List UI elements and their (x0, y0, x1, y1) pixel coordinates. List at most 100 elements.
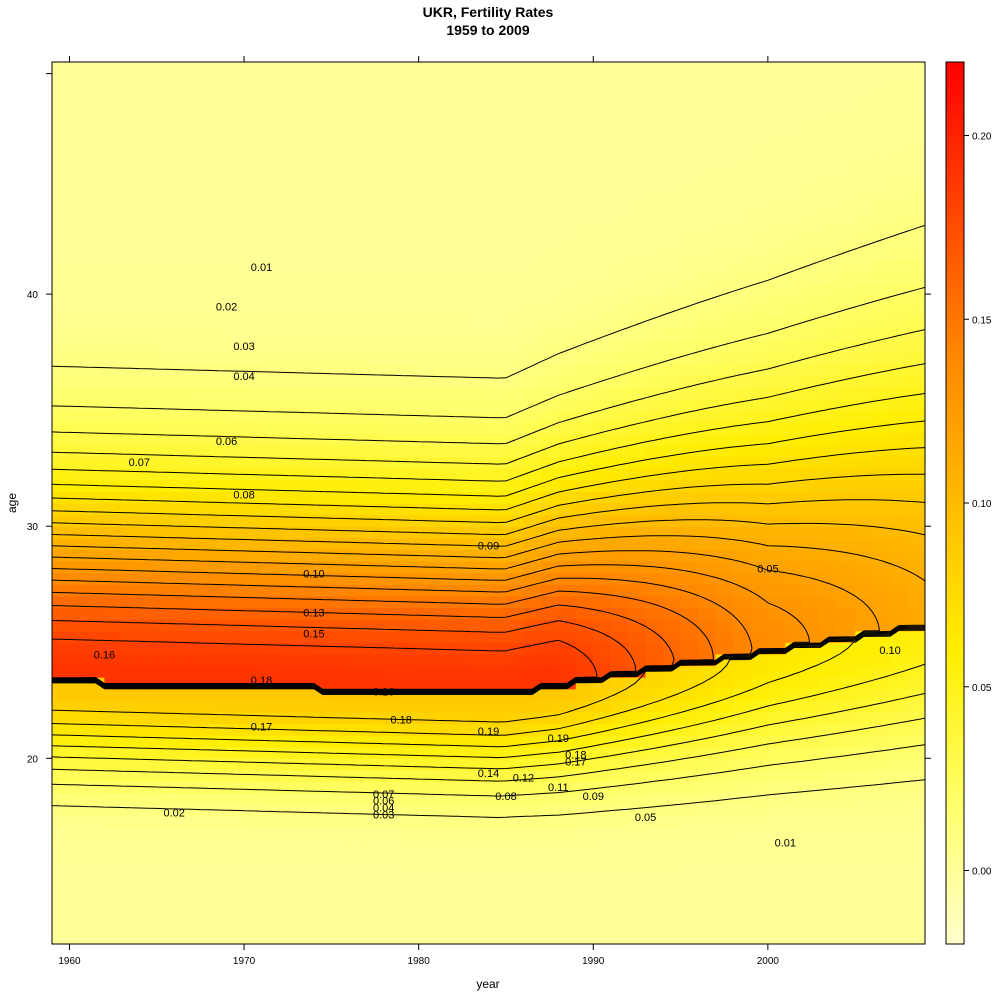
heat-cell (348, 120, 367, 133)
heat-cell (121, 920, 140, 933)
heat-cell (663, 769, 682, 783)
heat-cell (750, 758, 769, 771)
heat-cell (785, 270, 804, 284)
heat-cell (121, 421, 140, 434)
heat-cell (86, 259, 105, 272)
heat-cell (698, 932, 717, 944)
heat-cell (872, 874, 891, 887)
heat-cell (907, 456, 925, 469)
heat-cell (750, 491, 769, 504)
heat-cell (121, 154, 140, 167)
heat-cell (121, 932, 140, 944)
heat-cell (523, 851, 542, 864)
heat-cell (52, 375, 71, 388)
heat-cell (156, 537, 175, 550)
heat-cell (383, 328, 402, 342)
heat-cell (645, 572, 664, 585)
heat-cell (261, 851, 280, 864)
heat-cell (471, 665, 490, 678)
heat-cell (715, 247, 734, 260)
colorbar-tick-label: 0.15 (972, 315, 992, 326)
heat-cell (802, 375, 821, 388)
heat-cell (86, 73, 105, 86)
heat-cell (907, 131, 925, 144)
heat-cell (296, 352, 315, 365)
heat-cell (540, 920, 559, 933)
heat-cell (767, 468, 786, 481)
heat-cell (313, 886, 332, 899)
heat-cell (453, 294, 472, 307)
heat-cell (855, 236, 874, 249)
heat-cell (418, 920, 437, 933)
heat-cell (610, 526, 629, 539)
heat-cell (139, 595, 158, 608)
heat-cell (732, 421, 751, 434)
heat-cell (750, 677, 769, 690)
heat-cell (732, 224, 751, 237)
heat-cell (401, 305, 420, 318)
heat-cell (331, 410, 350, 423)
heat-cell (174, 537, 193, 550)
heat-cell (732, 886, 751, 899)
heat-cell (506, 131, 525, 144)
heat-cell (191, 909, 210, 922)
heat-cell (488, 514, 507, 527)
heat-cell (872, 526, 891, 539)
heat-cell (820, 131, 839, 144)
heat-cell (523, 932, 542, 944)
plot-frame (51, 61, 926, 945)
heat-cell (680, 874, 699, 887)
heat-cell (663, 886, 682, 899)
heat-cell (802, 479, 821, 492)
heat-cell (121, 886, 140, 899)
heat-cell (226, 897, 245, 910)
heat-cell (52, 723, 71, 736)
heat-cell (523, 572, 542, 585)
heat-cell (366, 851, 385, 864)
heat-cell (872, 189, 891, 202)
heat-cell (69, 688, 88, 701)
heat-cell (575, 526, 594, 539)
heat-cell (593, 514, 612, 527)
heat-cell (209, 108, 228, 121)
contour-label: 0.07 (129, 457, 150, 469)
heat-cell (680, 572, 699, 585)
heat-cell (610, 909, 629, 922)
heat-cell (855, 862, 874, 875)
heat-cell (191, 456, 210, 469)
colorbar-tick-label: 0.00 (972, 867, 992, 878)
heat-cell (348, 491, 367, 504)
heat-cell (261, 665, 280, 678)
heat-cell (86, 352, 105, 365)
heat-cell (837, 398, 856, 411)
heat-cell (69, 456, 88, 469)
heat-cell (86, 131, 105, 144)
heat-cell (69, 909, 88, 922)
heat-cell (313, 201, 332, 214)
contour-label: 0.05 (757, 564, 778, 576)
heat-cell (575, 851, 594, 864)
heat-cell (366, 375, 385, 388)
heat-cell (890, 549, 909, 562)
heat-cell (104, 433, 123, 446)
heat-cell (121, 688, 140, 701)
heat-cell (261, 653, 280, 667)
heat-cell (907, 549, 925, 562)
heat-cell (191, 827, 210, 841)
heat-cell (471, 735, 490, 748)
heat-cell (558, 862, 577, 875)
heat-cell (558, 584, 577, 597)
heat-cell (261, 862, 280, 875)
heat-cell (593, 804, 612, 817)
colorbar-tick-label: 0.20 (972, 132, 992, 143)
heat-cell (610, 131, 629, 144)
heat-cell (52, 340, 71, 353)
heat-cell (488, 386, 507, 400)
heat-cell (488, 769, 507, 783)
heat-cell (872, 456, 891, 469)
contour-line (52, 363, 925, 770)
heat-cell (488, 909, 507, 922)
heat-cell (593, 758, 612, 771)
heat-cell (907, 201, 925, 214)
heat-cell (436, 642, 455, 655)
